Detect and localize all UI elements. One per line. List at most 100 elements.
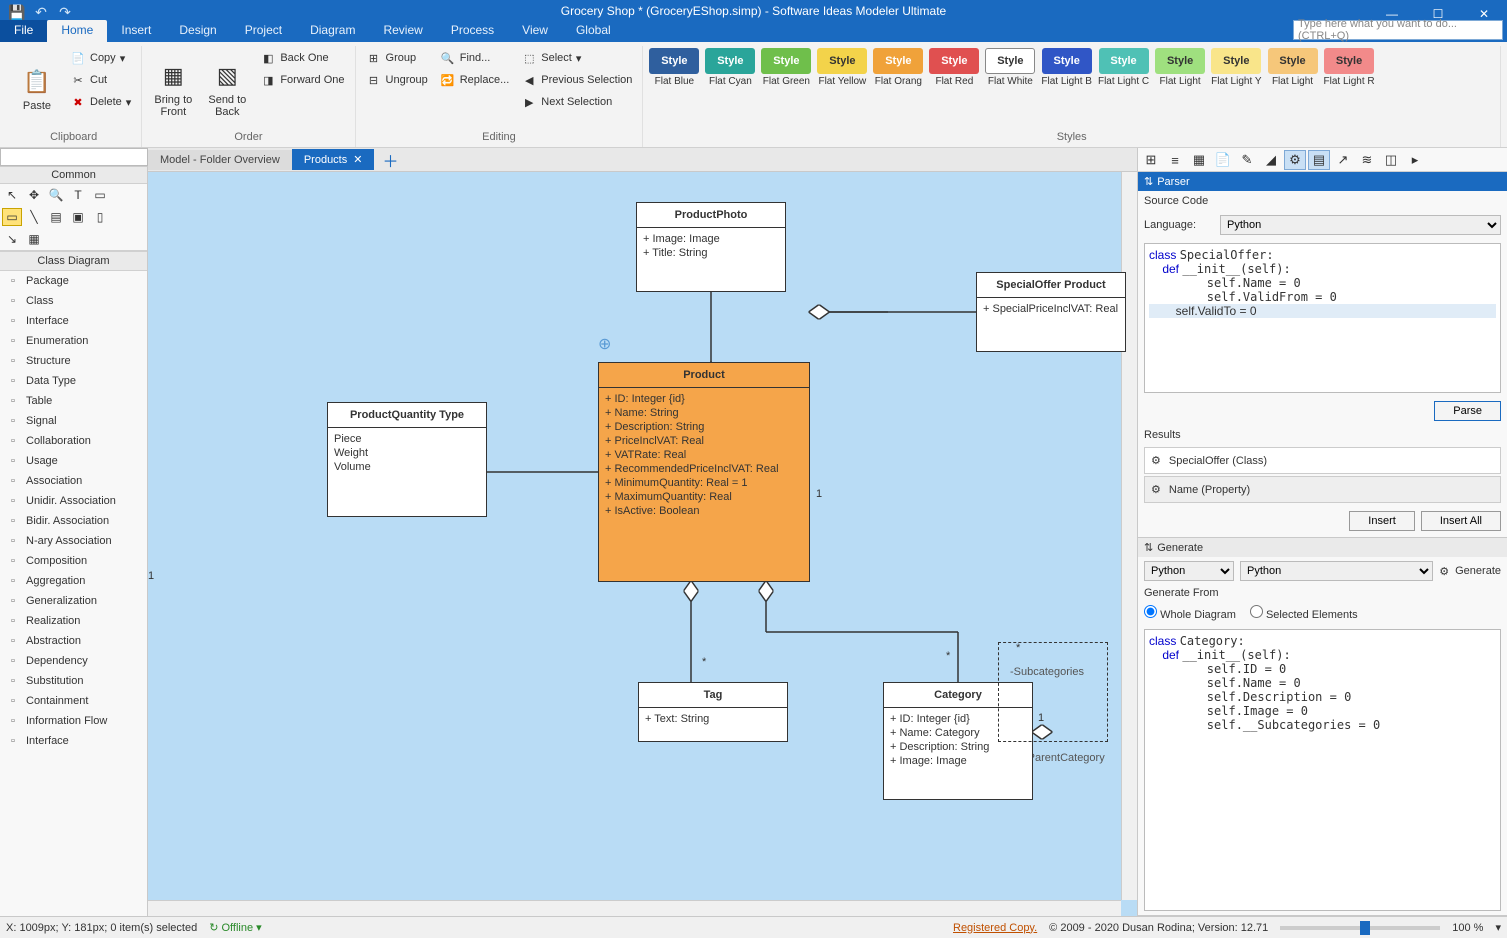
registered-link[interactable]: Registered Copy. [953,922,1037,934]
text-tool-icon[interactable]: T [68,186,88,204]
diagram-item-package[interactable]: ▫Package [0,271,147,291]
selected-elements-radio[interactable]: Selected Elements [1250,605,1358,621]
search-input[interactable]: Type here what you want to do... (CTRL+Q… [1293,20,1503,40]
find-button[interactable]: 🔍Find... [436,48,514,68]
menu-design[interactable]: Design [165,20,230,42]
note-tool-icon[interactable]: ▤ [46,208,66,226]
diagram-item-realization[interactable]: ▫Realization [0,611,147,631]
style-flat-light-c[interactable]: StyleFlat Light C [1098,48,1149,129]
next-sel-button[interactable]: ▶Next Selection [517,92,636,112]
save-icon[interactable]: 💾 [8,3,26,21]
rp-btn-5[interactable]: ✎ [1236,150,1258,170]
uml-subcat[interactable] [998,642,1108,742]
diagram-item-interface[interactable]: ▫Interface [0,311,147,331]
zoom-tool-icon[interactable]: 🔍 [46,186,66,204]
tab-close-icon[interactable]: ✕ [353,153,362,166]
diagram-item-enumeration[interactable]: ▫Enumeration [0,331,147,351]
menu-diagram[interactable]: Diagram [296,20,369,42]
parse-button[interactable]: Parse [1434,401,1501,421]
canvas-h-scrollbar[interactable] [148,900,1121,916]
replace-button[interactable]: 🔁Replace... [436,70,514,90]
rp-btn-10[interactable]: ≋ [1356,150,1378,170]
uml-product[interactable]: Product+ ID: Integer {id}+ Name: String+… [598,362,810,582]
style-flat-white[interactable]: StyleFlat White [985,48,1035,129]
box-tool-icon[interactable]: ▣ [68,208,88,226]
diagram-item-interface[interactable]: ▫Interface [0,731,147,751]
undo-icon[interactable]: ↶ [32,3,50,21]
diagram-item-n-ary-association[interactable]: ▫N-ary Association [0,531,147,551]
rp-btn-9[interactable]: ↗ [1332,150,1354,170]
diagram-item-information-flow[interactable]: ▫Information Flow [0,711,147,731]
tab-products[interactable]: Products✕ [292,149,375,170]
rp-btn-6[interactable]: ◢ [1260,150,1282,170]
style-flat-red[interactable]: StyleFlat Red [929,48,979,129]
rect-tool-icon[interactable]: ▭ [2,208,22,226]
rp-btn-2[interactable]: ≡ [1164,150,1186,170]
diagram-item-dependency[interactable]: ▫Dependency [0,651,147,671]
add-handle-icon[interactable]: ⊕ [598,334,611,354]
generate-gear-icon[interactable]: ⚙ [1439,565,1449,578]
new-tab-button[interactable]: ＋ [374,148,406,172]
style-flat-yellow[interactable]: StyleFlat Yellow [817,48,867,129]
style-flat-blue[interactable]: StyleFlat Blue [649,48,699,129]
style-flat-light-b[interactable]: StyleFlat Light B [1041,48,1092,129]
diagram-item-structure[interactable]: ▫Structure [0,351,147,371]
diagram-item-collaboration[interactable]: ▫Collaboration [0,431,147,451]
whole-diagram-radio[interactable]: Whole Diagram [1144,605,1236,621]
diagram-item-containment[interactable]: ▫Containment [0,691,147,711]
generate-button[interactable]: Generate [1455,565,1501,577]
rp-btn-11[interactable]: ◫ [1380,150,1402,170]
prev-sel-button[interactable]: ◀Previous Selection [517,70,636,90]
redo-icon[interactable]: ↷ [56,3,74,21]
diagram-item-aggregation[interactable]: ▫Aggregation [0,571,147,591]
frame-tool-icon[interactable]: ▯ [90,208,110,226]
table-tool-icon[interactable]: ▦ [24,230,44,248]
insert-all-button[interactable]: Insert All [1421,511,1501,531]
result-item[interactable]: ⚙SpecialOffer (Class) [1144,447,1501,474]
diagram-item-substitution[interactable]: ▫Substitution [0,671,147,691]
forward-one-button[interactable]: ◨Forward One [256,70,348,90]
diagram-item-data-type[interactable]: ▫Data Type [0,371,147,391]
pointer-tool-icon[interactable]: ↖ [2,186,22,204]
back-one-button[interactable]: ◧Back One [256,48,348,68]
toolbox-search[interactable] [0,148,148,166]
result-item[interactable]: ⚙Name (Property) [1144,476,1501,503]
zoom-slider[interactable] [1280,926,1440,930]
diagram-canvas[interactable]: 1 1 1 * * * 1 * -Subcategories -ParentCa… [148,172,1137,916]
diagram-item-class[interactable]: ▫Class [0,291,147,311]
collapse-gen-icon[interactable]: ⇅ [1144,541,1153,554]
send-to-back-button[interactable]: ▧Send to Back [202,48,252,129]
bring-to-front-button[interactable]: ▦Bring to Front [148,48,198,129]
rp-btn-7[interactable]: ⚙ [1284,150,1306,170]
menu-file[interactable]: File [0,20,47,42]
select-button[interactable]: ⬚Select ▾ [517,48,636,68]
container-tool-icon[interactable]: ▭ [90,186,110,204]
menu-home[interactable]: Home [47,20,107,42]
menu-insert[interactable]: Insert [107,20,165,42]
uml-tag[interactable]: Tag+ Text: String [638,682,788,742]
menu-review[interactable]: Review [369,20,436,42]
paste-button[interactable]: 📋 Paste [12,48,62,129]
diagram-item-bidir-association[interactable]: ▫Bidir. Association [0,511,147,531]
diagram-item-signal[interactable]: ▫Signal [0,411,147,431]
menu-process[interactable]: Process [437,20,508,42]
diagram-item-table[interactable]: ▫Table [0,391,147,411]
tab-model-overview[interactable]: Model - Folder Overview [148,150,292,170]
ungroup-button[interactable]: ⊟Ungroup [362,70,432,90]
rp-btn-8[interactable]: ▤ [1308,150,1330,170]
style-flat-light-r[interactable]: StyleFlat Light R [1324,48,1375,129]
line-tool-icon[interactable]: ╲ [24,208,44,226]
diagram-item-unidir-association[interactable]: ▫Unidir. Association [0,491,147,511]
menu-view[interactable]: View [508,20,562,42]
style-flat-light-y[interactable]: StyleFlat Light Y [1211,48,1261,129]
language-select[interactable]: Python [1220,215,1501,235]
gen-lang1-select[interactable]: Python [1144,561,1234,581]
uml-specialoffer[interactable]: SpecialOffer Product+ SpecialPriceInclVA… [976,272,1126,352]
rp-btn-12[interactable]: ▸ [1404,150,1426,170]
zoom-dropdown-icon[interactable]: ▾ [1495,921,1501,934]
copy-button[interactable]: 📄Copy ▾ [66,48,135,68]
rp-btn-4[interactable]: 📄 [1212,150,1234,170]
style-flat-orang[interactable]: StyleFlat Orang [873,48,923,129]
diagram-item-composition[interactable]: ▫Composition [0,551,147,571]
diagram-item-abstraction[interactable]: ▫Abstraction [0,631,147,651]
